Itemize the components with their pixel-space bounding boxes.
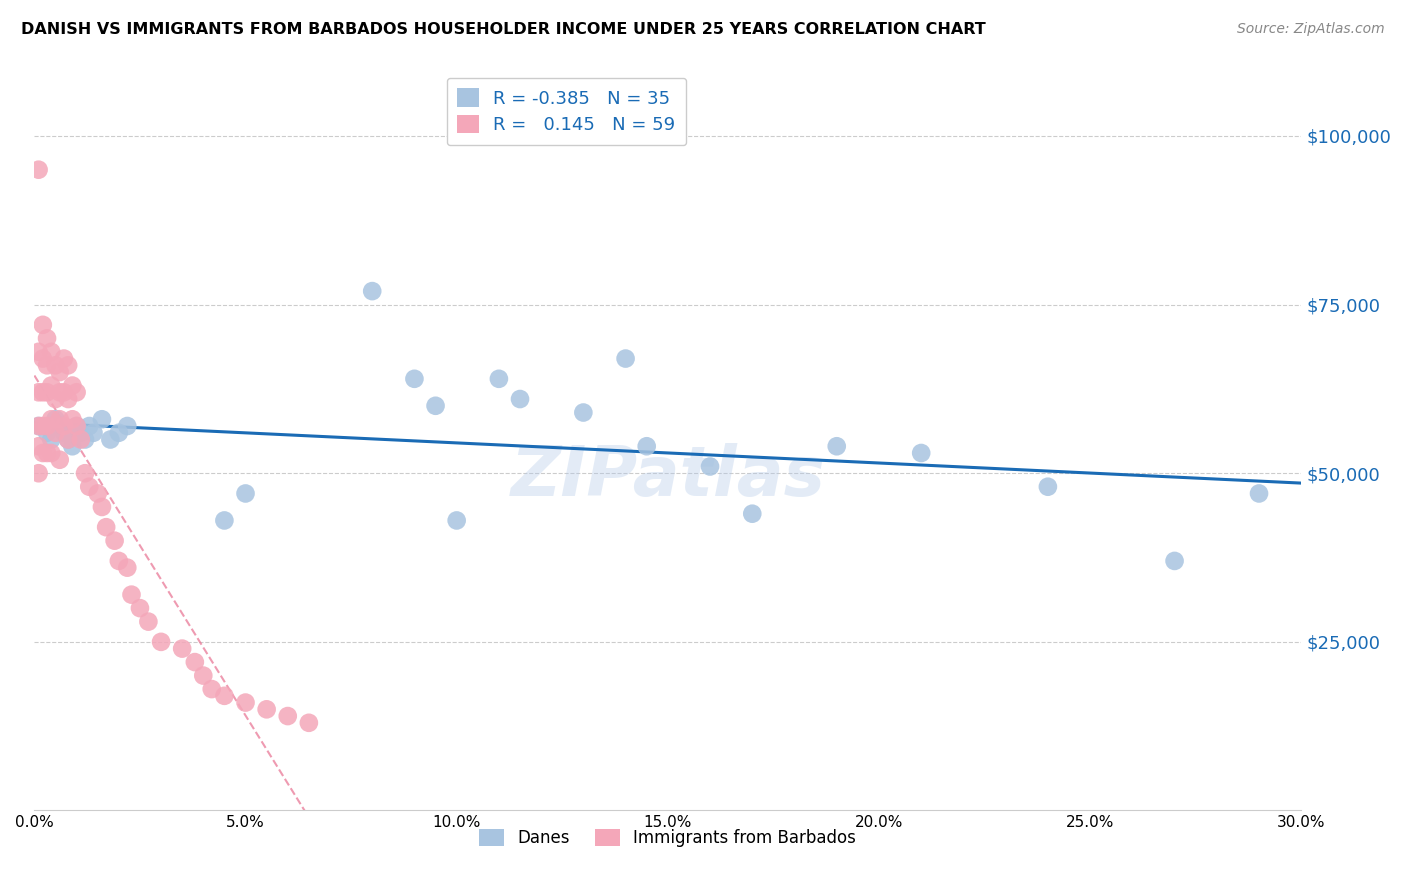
Point — [138, 615, 160, 629]
Point — [31, 419, 53, 434]
Point — [52, 425, 75, 440]
Point — [44, 359, 66, 373]
Point — [825, 439, 848, 453]
Point — [235, 486, 257, 500]
Point — [741, 507, 763, 521]
Point — [614, 351, 637, 366]
Point — [235, 696, 257, 710]
Point — [117, 560, 139, 574]
Point — [201, 682, 224, 697]
Point — [56, 359, 79, 373]
Point — [31, 385, 53, 400]
Point — [52, 351, 75, 366]
Point — [44, 425, 66, 440]
Point — [69, 433, 91, 447]
Point — [39, 412, 62, 426]
Point — [48, 365, 70, 379]
Point — [56, 433, 79, 447]
Point — [699, 459, 721, 474]
Point — [56, 433, 79, 447]
Point — [48, 419, 70, 434]
Point — [636, 439, 658, 453]
Point — [35, 385, 58, 400]
Point — [39, 344, 62, 359]
Point — [509, 392, 531, 406]
Point — [48, 385, 70, 400]
Point — [52, 419, 75, 434]
Legend: Danes, Immigrants from Barbados: Danes, Immigrants from Barbados — [472, 822, 863, 855]
Point — [910, 446, 932, 460]
Point — [27, 419, 49, 434]
Point — [73, 433, 96, 447]
Point — [65, 385, 87, 400]
Point — [100, 433, 122, 447]
Point — [27, 419, 49, 434]
Point — [104, 533, 127, 548]
Point — [60, 412, 83, 426]
Point — [35, 446, 58, 460]
Point — [39, 378, 62, 392]
Point — [108, 425, 131, 440]
Point — [298, 715, 321, 730]
Point — [60, 378, 83, 392]
Point — [77, 480, 100, 494]
Point — [256, 702, 278, 716]
Point — [82, 425, 104, 440]
Point — [27, 439, 49, 453]
Point — [1163, 554, 1185, 568]
Point — [572, 405, 595, 419]
Text: DANISH VS IMMIGRANTS FROM BARBADOS HOUSEHOLDER INCOME UNDER 25 YEARS CORRELATION: DANISH VS IMMIGRANTS FROM BARBADOS HOUSE… — [21, 22, 986, 37]
Point — [404, 372, 426, 386]
Point — [150, 635, 173, 649]
Point — [65, 419, 87, 434]
Point — [44, 392, 66, 406]
Point — [65, 419, 87, 434]
Point — [35, 425, 58, 440]
Point — [35, 331, 58, 345]
Point — [60, 439, 83, 453]
Point — [91, 412, 114, 426]
Point — [488, 372, 510, 386]
Point — [27, 162, 49, 177]
Point — [69, 425, 91, 440]
Point — [87, 486, 110, 500]
Point — [27, 385, 49, 400]
Point — [35, 359, 58, 373]
Point — [121, 588, 143, 602]
Point — [1247, 486, 1270, 500]
Point — [35, 419, 58, 434]
Point — [361, 284, 384, 298]
Point — [48, 452, 70, 467]
Point — [52, 385, 75, 400]
Point — [56, 392, 79, 406]
Point — [1036, 480, 1059, 494]
Point — [44, 412, 66, 426]
Point — [172, 641, 194, 656]
Point — [446, 513, 468, 527]
Point — [108, 554, 131, 568]
Point — [73, 467, 96, 481]
Point — [39, 446, 62, 460]
Point — [77, 419, 100, 434]
Point — [214, 689, 236, 703]
Point — [214, 513, 236, 527]
Point — [184, 655, 207, 669]
Point — [27, 467, 49, 481]
Point — [27, 344, 49, 359]
Point — [277, 709, 299, 723]
Text: ZIPatlas: ZIPatlas — [510, 443, 825, 510]
Text: Source: ZipAtlas.com: Source: ZipAtlas.com — [1237, 22, 1385, 37]
Point — [425, 399, 447, 413]
Point — [31, 446, 53, 460]
Point — [129, 601, 152, 615]
Point — [31, 351, 53, 366]
Point — [193, 668, 215, 682]
Point — [117, 419, 139, 434]
Point — [91, 500, 114, 514]
Point — [39, 433, 62, 447]
Point — [96, 520, 118, 534]
Point — [31, 318, 53, 332]
Point — [48, 412, 70, 426]
